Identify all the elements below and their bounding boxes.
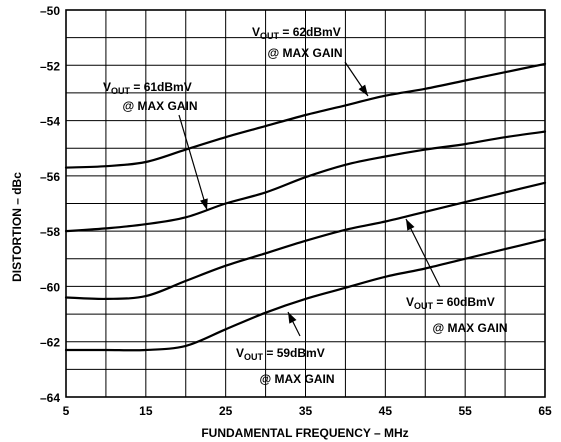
annotation-61-v: V [103, 80, 111, 94]
svg-text:VOUT = 61dBmV: VOUT = 61dBmV [103, 80, 192, 96]
x-tick-label: 35 [299, 404, 313, 418]
series-line-0 [64, 62, 547, 169]
svg-text:VOUT = 59dBmV: VOUT = 59dBmV [236, 346, 325, 362]
annotation-61-sub: OUT [111, 86, 131, 96]
annotation-arrowhead [288, 312, 297, 324]
x-tick-labels: 5 15 25 35 45 55 65 [63, 404, 552, 418]
annotation-60-rest: = 60dBmV [433, 295, 495, 309]
svg-text:VOUT = 60dBmV: VOUT = 60dBmV [406, 295, 495, 311]
annotation-leader [178, 114, 208, 211]
grid [66, 10, 545, 397]
y-tick-label: –54 [40, 115, 60, 129]
annotation-arrowhead [358, 84, 368, 96]
annotation-62-sub: OUT [260, 31, 280, 41]
annotation-59-line2: @ MAX GAIN [259, 372, 334, 386]
x-tick-label: 55 [458, 404, 472, 418]
y-tick-label: –56 [40, 170, 60, 184]
annotation-59dbmv: VOUT = 59dBmV @ MAX GAIN [236, 346, 335, 386]
annotation-61-line2: @ MAX GAIN [122, 99, 197, 113]
annotation-59-rest: = 59dBmV [263, 346, 325, 360]
x-tick-label: 25 [219, 404, 233, 418]
annotation-arrowhead [200, 198, 208, 210]
annotation-61dbmv: VOUT = 61dBmV @ MAX GAIN [103, 80, 198, 113]
annotation-60dbmv: VOUT = 60dBmV @ MAX GAIN [406, 295, 508, 335]
annotation-leader [405, 218, 441, 288]
y-tick-label: –52 [40, 59, 60, 73]
annotation-61-rest: = 61dBmV [130, 80, 192, 94]
series-line-1 [64, 130, 547, 233]
y-tick-labels: –50 –52 –54 –56 –58 –60 –62 –64 [40, 4, 60, 405]
x-tick-label: 15 [139, 404, 153, 418]
annotation-62-rest: = 62dBmV [279, 25, 341, 39]
x-tick-label: 45 [379, 404, 393, 418]
annotation-62dbmv: VOUT = 62dBmV @ MAX GAIN [252, 25, 343, 60]
svg-text:VOUT = 62dBmV: VOUT = 62dBmV [252, 25, 341, 41]
annotation-arrowhead [406, 219, 415, 231]
series-line-3 [64, 238, 547, 352]
x-tick-label: 5 [63, 404, 70, 418]
annotation-62-v: V [252, 25, 260, 39]
series-lines [64, 62, 547, 352]
annotation-62-line2: @ MAX GAIN [267, 46, 342, 60]
x-tick-label: 65 [538, 404, 552, 418]
annotation-60-line2: @ MAX GAIN [432, 321, 507, 335]
annotation-59-v: V [236, 346, 244, 360]
annotation-59-sub: OUT [244, 352, 264, 362]
y-tick-label: –50 [40, 4, 60, 18]
y-axis-title: DISTORTION – dBc [10, 172, 24, 282]
y-tick-label: –60 [40, 280, 60, 294]
x-axis-title: FUNDAMENTAL FREQUENCY – MHz [201, 426, 408, 440]
y-tick-label: –64 [40, 391, 60, 405]
plot-frame [65, 9, 546, 398]
annotation-60-v: V [406, 295, 414, 309]
y-tick-label: –62 [40, 336, 60, 350]
annotation-leaders [178, 61, 441, 337]
y-tick-label: –58 [40, 225, 60, 239]
annotation-60-sub: OUT [414, 301, 434, 311]
series-line-2 [64, 181, 547, 301]
